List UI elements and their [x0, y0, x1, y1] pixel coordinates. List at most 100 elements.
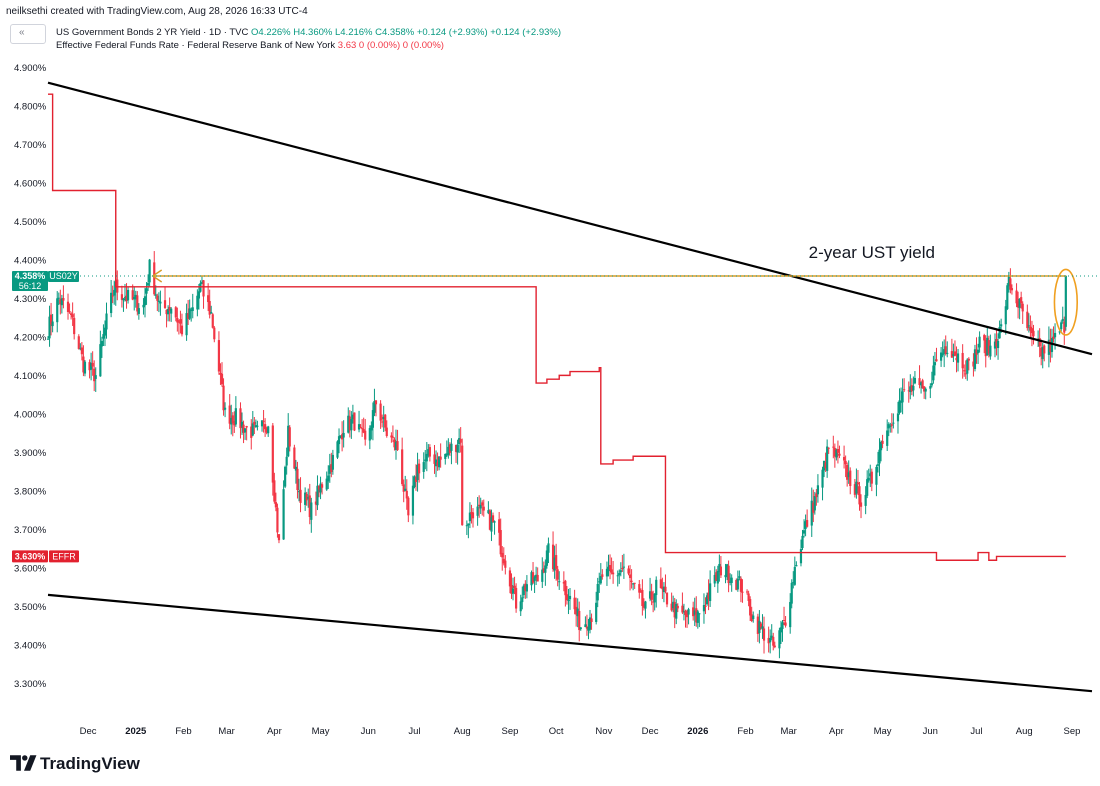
y-tick-label: 3.600%	[14, 563, 47, 574]
candle-body	[228, 405, 231, 424]
candle-body	[271, 425, 274, 483]
candle-body	[264, 424, 267, 430]
candle-body	[461, 445, 464, 526]
candle-body	[719, 566, 723, 576]
candle-body	[875, 467, 878, 485]
candle-body	[217, 340, 221, 372]
candle-body	[148, 259, 151, 283]
candle-body	[853, 484, 856, 495]
candle-body	[784, 622, 787, 626]
symbol-badge	[48, 271, 79, 283]
candle-body	[316, 485, 319, 506]
candle-body	[170, 308, 173, 314]
y-tick-label: 4.100%	[14, 371, 47, 382]
candle-body	[642, 603, 646, 608]
collapse-legend-button[interactable]: «	[10, 24, 46, 44]
candle-body	[812, 502, 815, 513]
candle-body	[330, 464, 333, 473]
candle-body	[1020, 297, 1023, 304]
candle-body	[821, 469, 824, 488]
candle-body	[282, 489, 285, 540]
candle-body	[596, 583, 599, 601]
x-tick-label: Sep	[501, 726, 518, 737]
x-tick-label: Feb	[175, 726, 191, 737]
candle-body	[245, 425, 248, 428]
candle-body	[579, 627, 582, 630]
candle-body	[801, 535, 804, 548]
candle-body	[59, 299, 62, 305]
candle-body	[273, 480, 276, 502]
candle-body	[758, 620, 761, 633]
candle-body	[799, 549, 803, 564]
candle-body	[299, 489, 302, 503]
candle-body	[632, 583, 635, 585]
candle-body	[381, 421, 384, 423]
candle-body	[769, 638, 772, 643]
candle-body	[368, 428, 371, 441]
candle-body	[782, 620, 786, 622]
candle-body	[1015, 290, 1018, 304]
candle-body	[984, 339, 987, 357]
candle-body	[196, 295, 199, 310]
candle-body	[950, 351, 953, 358]
candle-body	[564, 580, 567, 596]
candle-body	[510, 584, 513, 594]
candle-body	[1043, 345, 1046, 354]
legend-row-us02y[interactable]: US Government Bonds 2 YR Yield · 1D · TV…	[56, 26, 561, 39]
candle-body	[909, 386, 912, 393]
candle-body	[1061, 318, 1064, 322]
candle-body	[88, 362, 91, 371]
candle-body	[77, 336, 80, 349]
candle-body	[478, 504, 481, 507]
candle-body	[898, 400, 901, 413]
candle-body	[955, 357, 958, 361]
candle-body	[254, 425, 257, 428]
candle-body	[792, 582, 795, 584]
candle-body	[558, 581, 561, 583]
candle-body	[524, 583, 527, 592]
candle-body	[433, 454, 436, 464]
candle-body	[749, 599, 752, 616]
candle-body	[154, 294, 157, 296]
candle-body	[525, 584, 528, 592]
candle-body	[641, 589, 644, 606]
candle-body	[890, 424, 893, 426]
candle-body	[319, 483, 322, 493]
candle-body	[793, 566, 796, 585]
candle-body	[414, 476, 418, 482]
candle-body	[573, 597, 576, 610]
candle-body	[870, 471, 873, 484]
candle-body	[939, 352, 943, 361]
candle-body	[521, 597, 524, 603]
candle-body	[835, 449, 838, 458]
header-bar: neilksethi created with TradingView.com,…	[0, 0, 1100, 20]
candle-body	[515, 587, 518, 609]
x-tick-label: Jul	[970, 726, 982, 737]
candle-body	[941, 353, 944, 356]
candle-body	[855, 481, 858, 494]
candle-body	[772, 636, 775, 646]
candle-body	[348, 416, 351, 431]
candle-body	[331, 454, 334, 470]
legend-row-effr[interactable]: Effective Federal Funds Rate · Federal R…	[56, 39, 444, 52]
candle-body	[502, 558, 505, 564]
candle-body	[978, 336, 981, 348]
candle-body	[627, 568, 630, 574]
candle-body	[325, 478, 328, 490]
candle-body	[407, 497, 410, 516]
candle-body	[450, 443, 453, 451]
candle-body	[773, 645, 776, 648]
candle-body	[456, 444, 459, 453]
candle-body	[1016, 301, 1020, 308]
candle-body	[422, 462, 425, 472]
candle-body	[912, 385, 915, 391]
x-tick-label: Aug	[1016, 726, 1033, 737]
candle-body	[607, 566, 610, 572]
price-badge	[12, 271, 48, 292]
legend-series-name: US Government Bonds 2 YR Yield · 1D · TV…	[56, 27, 249, 38]
y-tick-label: 3.800%	[14, 486, 47, 497]
candle-body	[339, 435, 342, 438]
candle-body	[284, 466, 287, 487]
candle-body	[504, 560, 507, 568]
